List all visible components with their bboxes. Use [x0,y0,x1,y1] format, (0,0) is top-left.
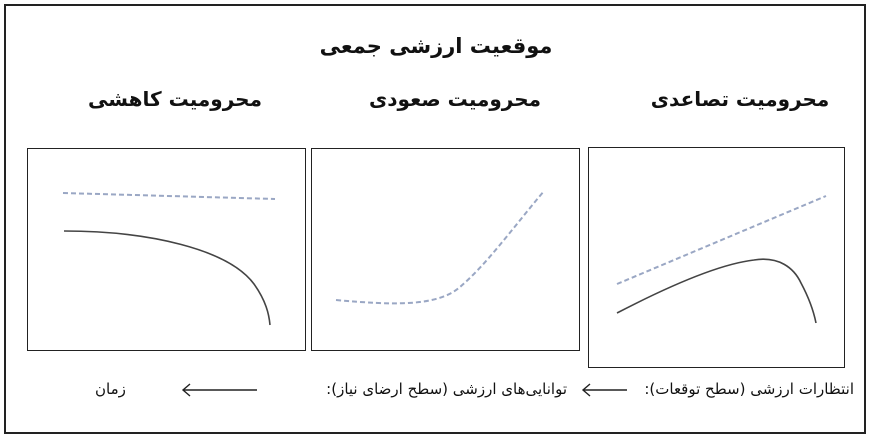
panel-progressive-plot [616,195,827,324]
panel-label-progressive: محرومیت تصاعدی [650,87,830,111]
panel-decremental [27,148,306,351]
expectations-line [62,192,276,200]
arrow-icon [181,383,257,397]
expectations-line [335,190,545,305]
panel-label-aspirational: محرومیت صعودی [368,87,542,111]
panel-aspirational-plot [335,190,545,305]
expectations-line [616,195,827,285]
panel-progressive [588,147,845,368]
panel-decremental-plot [62,192,276,326]
capabilities-line [616,258,817,324]
legend-time: زمان [95,380,126,398]
arrow-icon [581,383,627,397]
panel-label-decremental: محرومیت کاهشی [88,87,262,111]
legend-capabilities: توانایی‌های ارزشی (سطح ارضای نیاز): [326,380,567,398]
diagram-title: موقعیت ارزشی جمعی [319,34,553,58]
panel-aspirational [311,148,580,351]
capabilities-line [63,230,271,326]
legend-expectations: انتظارات ارزشی (سطح توقعات): [644,380,854,398]
